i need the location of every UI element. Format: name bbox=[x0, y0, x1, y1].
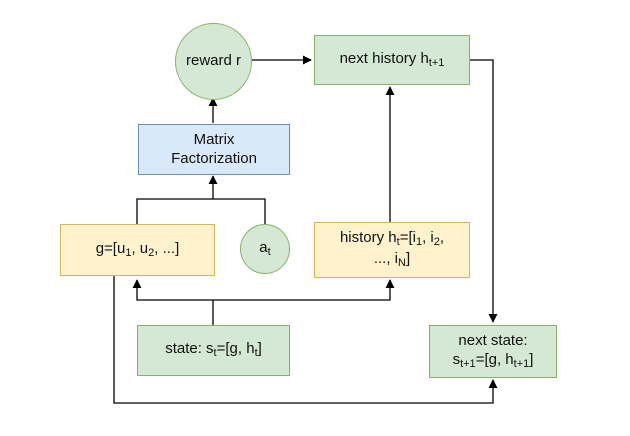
matrix-label-line2: Factorization bbox=[171, 149, 257, 167]
matrix-label-line1: Matrix bbox=[193, 130, 235, 148]
reward-label: reward r bbox=[185, 52, 241, 70]
user-group-node: g=[u1, u2, ...] bbox=[60, 224, 215, 276]
state-node: state: st=[g, ht] bbox=[137, 325, 290, 376]
next-history-node: next history ht+1 bbox=[314, 35, 470, 85]
matrix-factorization-node: Matrix Factorization bbox=[138, 124, 290, 175]
history-label-line1: history ht=[i1, i2, bbox=[339, 229, 445, 249]
edge-g-to-next-state bbox=[113, 276, 498, 404]
next-history-label: next history ht+1 bbox=[339, 49, 445, 69]
edge-g-to-matrix bbox=[136, 198, 266, 224]
state-label: state: st=[g, ht] bbox=[165, 340, 262, 360]
next-state-node: next state: st+1=[g, ht+1] bbox=[429, 325, 557, 378]
edge-state-to-history bbox=[213, 279, 395, 301]
history-label-line2: ..., iN] bbox=[373, 250, 411, 269]
next-state-label-line1: next state: bbox=[458, 331, 528, 349]
next-state-label-line2: st+1=[g, ht+1] bbox=[452, 350, 534, 370]
edge-state-to-g bbox=[132, 279, 213, 301]
edge-next-history-to-next-state bbox=[470, 59, 498, 323]
history-node: history ht=[i1, i2, ..., iN] bbox=[314, 222, 470, 278]
user-group-label: g=[u1, u2, ...] bbox=[95, 239, 180, 259]
action-node: at bbox=[240, 224, 290, 274]
action-label: at bbox=[259, 238, 271, 258]
reward-node: reward r bbox=[175, 23, 252, 100]
